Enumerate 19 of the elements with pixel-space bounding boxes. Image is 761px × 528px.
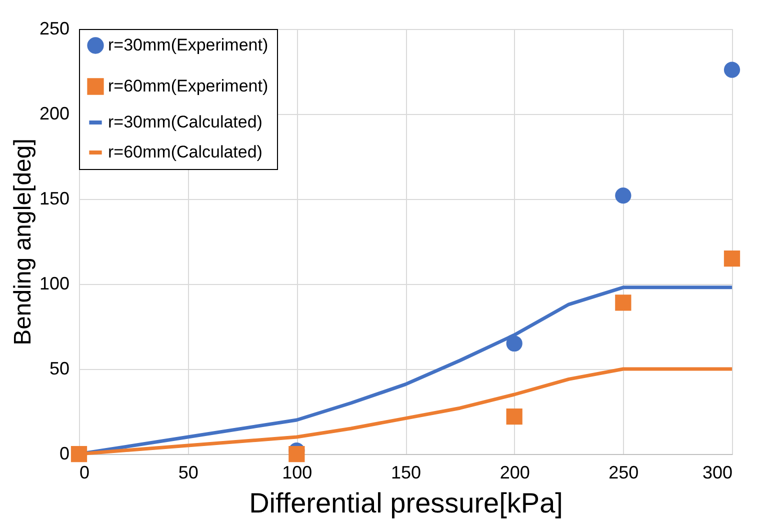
x-tick-label: 200 (500, 462, 530, 482)
x-tick-label: 300 (702, 462, 732, 482)
x-tick-label: 150 (390, 462, 422, 482)
legend-label: r=30mm(Calculated) (108, 112, 262, 132)
y-tick-label: 250 (39, 18, 70, 38)
legend-label: r=60mm(Calculated) (108, 142, 262, 162)
x-tick-label: 250 (608, 462, 639, 482)
y-axis-title: Bending angle[deg] (9, 138, 36, 346)
x-axis-title: Differential pressure[kPa] (249, 488, 563, 518)
y-tick-label: 200 (39, 104, 70, 124)
legend-label: r=60mm(Experiment) (108, 76, 268, 96)
x-tick-label: 100 (282, 462, 312, 482)
x-tick-label: 50 (178, 462, 198, 482)
y-tick-label: 50 (49, 358, 70, 378)
y-tick-label: 150 (39, 188, 70, 208)
y-tick-label: 100 (39, 274, 70, 294)
legend-label: r=30mm(Experiment) (108, 36, 268, 54)
x-tick-label: 0 (80, 462, 90, 482)
y-tick-label: 0 (59, 444, 70, 464)
